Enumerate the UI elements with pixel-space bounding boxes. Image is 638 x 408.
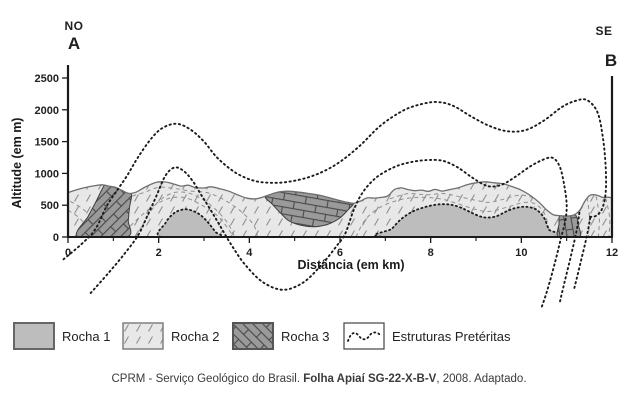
rocha1-swatch-icon	[13, 322, 55, 350]
legend-label: Estruturas Pretéritas	[392, 328, 511, 344]
y-tick-label: 1500	[35, 137, 59, 149]
x-tick-label: 6	[337, 247, 343, 259]
legend-label: Rocha 1	[62, 328, 111, 344]
legend-label: Rocha 2	[171, 328, 220, 344]
foliation-line	[586, 197, 590, 237]
citation-prefix: CPRM - Serviço Geológico do Brasil.	[111, 373, 304, 385]
direction-label-nw: NO	[64, 19, 84, 33]
x-tick-label: 10	[515, 247, 527, 259]
citation-suffix: , 2008. Adaptado.	[436, 373, 527, 385]
legend-label: Rocha 3	[281, 328, 330, 344]
estrutura-preterita-line	[62, 98, 608, 261]
estruturas-swatch-icon	[343, 322, 385, 350]
foliation-line	[119, 196, 233, 237]
foliation-line	[355, 196, 550, 237]
estrutura-preterita-line	[572, 216, 592, 291]
endpoint-label-b: B	[604, 51, 618, 70]
estruturas-legend-line	[347, 331, 382, 342]
legend-item-estruturas: Estruturas Pretéritas	[343, 322, 511, 350]
x-tick-label: 0	[65, 247, 71, 259]
endpoint-label-a: A	[67, 34, 81, 53]
rocha1-body	[373, 203, 564, 237]
x-axis-title: Distância (em km)	[297, 258, 405, 272]
citation-bold: Folha Apiaí SG-22-X-B-V	[303, 373, 437, 385]
y-tick-label: 2500	[35, 73, 59, 85]
x-tick-label: 4	[246, 247, 253, 259]
y-tick-label: 500	[41, 200, 59, 212]
estrutura-preterita-line	[558, 211, 581, 303]
y-tick-label: 2000	[35, 105, 59, 117]
legend-item-rocha3: Rocha 3	[232, 322, 329, 350]
legend-item-rocha1: Rocha 1	[13, 322, 110, 350]
y-tick-label: 0	[53, 232, 59, 244]
rocha3-swatch-icon	[232, 322, 274, 350]
rocha2-swatch-icon	[122, 322, 164, 350]
estrutura-preterita-line	[89, 156, 568, 308]
direction-label-se: SE	[595, 24, 613, 38]
x-tick-label: 2	[156, 247, 162, 259]
terrain-surface-line	[67, 181, 613, 217]
x-tick-label: 8	[428, 247, 434, 259]
y-tick-label: 1000	[35, 168, 59, 180]
x-tick-label: 12	[606, 247, 618, 259]
legend-item-rocha2: Rocha 2	[122, 322, 219, 350]
rocha1-body	[156, 208, 223, 237]
source-citation: CPRM - Serviço Geológico do Brasil. Folh…	[0, 373, 638, 385]
y-axis-title: Altitude (em m)	[10, 117, 24, 209]
